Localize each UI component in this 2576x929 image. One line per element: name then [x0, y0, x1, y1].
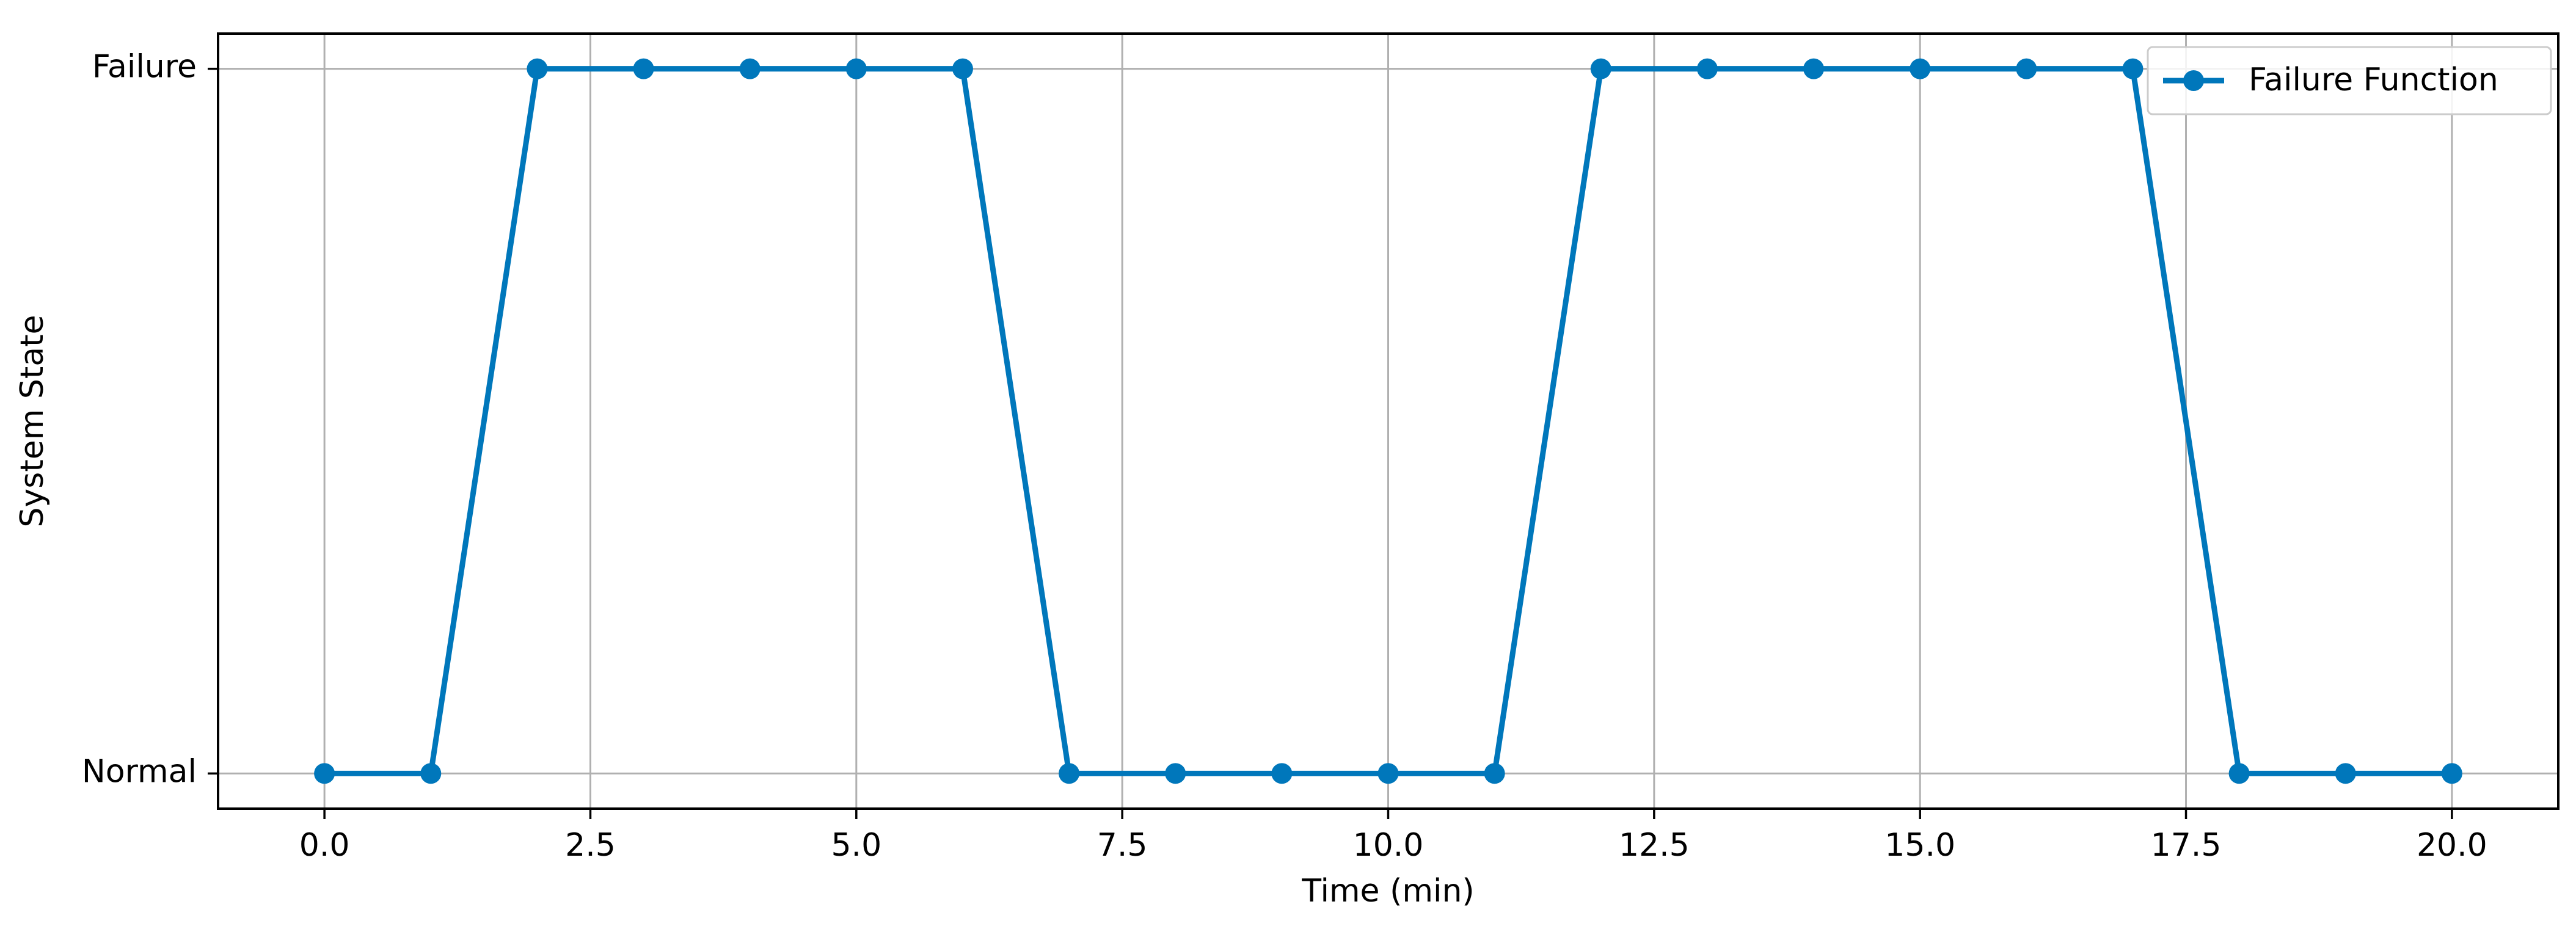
x-tick-label-1: 2.5: [565, 827, 616, 864]
data-point-0-13: [1696, 58, 1718, 79]
data-point-0-0: [314, 763, 335, 784]
legend: Failure Function: [2147, 46, 2552, 115]
data-point-0-8: [1165, 763, 1186, 784]
legend-series-marker: [2183, 70, 2204, 91]
y-axis-ticks: Normal Failure: [82, 49, 218, 790]
x-tick-label-3: 7.5: [1097, 827, 1148, 864]
legend-series-label: Failure Function: [2249, 62, 2498, 98]
data-point-0-16: [2016, 58, 2037, 79]
data-point-0-3: [633, 58, 654, 79]
data-point-0-9: [1271, 763, 1293, 784]
y-tick-label-0: Normal: [82, 753, 197, 790]
x-tick-label-5: 12.5: [1619, 827, 1690, 864]
x-tick-label-8: 20.0: [2417, 827, 2487, 864]
data-point-0-20: [2441, 763, 2462, 784]
data-point-0-7: [1059, 763, 1080, 784]
data-point-0-14: [1803, 58, 1825, 79]
data-point-0-4: [739, 58, 761, 79]
data-point-0-12: [1590, 58, 1611, 79]
y-tick-label-1: Failure: [92, 49, 197, 86]
y-axis-label: System State: [14, 315, 51, 527]
data-point-0-11: [1484, 763, 1505, 784]
data-point-0-17: [2122, 58, 2144, 79]
data-point-0-18: [2228, 763, 2250, 784]
data-point-0-5: [845, 58, 867, 79]
x-tick-label-7: 17.5: [2151, 827, 2222, 864]
data-point-0-15: [1910, 58, 1931, 79]
x-axis-label: Time (min): [1301, 873, 1474, 909]
data-point-0-1: [420, 763, 442, 784]
data-point-0-19: [2335, 763, 2356, 784]
x-tick-label-0: 0.0: [299, 827, 350, 864]
x-axis-ticks: 0.0 2.5 5.0 7.5 10.0 12.5 15.0 17.5 20.0: [299, 809, 2487, 864]
series-markers: [314, 58, 2462, 784]
x-tick-label-6: 15.0: [1885, 827, 1955, 864]
data-point-0-10: [1377, 763, 1399, 784]
data-point-0-2: [527, 58, 548, 79]
data-point-0-6: [952, 58, 973, 79]
legend-box: [2147, 46, 2552, 115]
x-tick-label-2: 5.0: [831, 827, 881, 864]
x-tick-label-4: 10.0: [1353, 827, 1424, 864]
